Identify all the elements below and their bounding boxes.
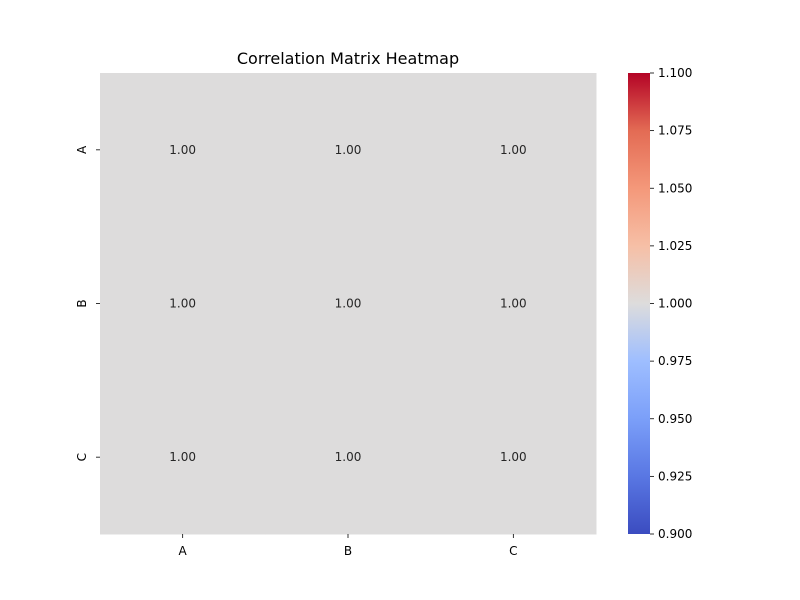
heatmap-cell [265, 226, 432, 381]
cell-value-label: 1.00 [335, 143, 362, 157]
colorbar-tick-label: 1.100 [658, 66, 692, 80]
y-tick-label: A [75, 145, 89, 154]
y-tick-label: B [75, 299, 89, 307]
colorbar-tick-label: 0.950 [658, 412, 692, 426]
colorbar-tick-label: 1.000 [658, 297, 692, 311]
x-tick-label: C [509, 544, 517, 558]
colorbar: 0.900 0.925 0.950 0.975 1.000 1.025 1.050 1.075… [628, 66, 692, 541]
heatmap-cell [430, 380, 597, 535]
heatmap-cell [265, 380, 432, 535]
colorbar-tick-label: 0.975 [658, 354, 692, 368]
heatmap-cell [100, 380, 266, 535]
colorbar-tick-label: 1.050 [658, 181, 692, 195]
y-tick-label: C [75, 453, 89, 461]
cell-value-label: 1.00 [500, 297, 527, 311]
colorbar-tick-label: 1.025 [658, 239, 692, 253]
heatmap-cell [265, 73, 432, 228]
cell-value-label: 1.00 [500, 143, 527, 157]
cell-value-label: 1.00 [335, 297, 362, 311]
colorbar-gradient [628, 73, 650, 534]
heatmap-cell [100, 73, 266, 228]
cell-value-label: 1.00 [169, 143, 196, 157]
cell-value-label: 1.00 [335, 450, 362, 464]
x-axis: A B C [179, 534, 518, 558]
cell-value-label: 1.00 [169, 450, 196, 464]
chart-title: Correlation Matrix Heatmap [237, 49, 459, 68]
y-axis: A B C [75, 145, 100, 461]
heatmap-cell [430, 73, 597, 228]
cell-value-label: 1.00 [169, 297, 196, 311]
colorbar-tick-label: 0.925 [658, 469, 692, 483]
cell-value-label: 1.00 [500, 450, 527, 464]
x-tick-label: B [344, 544, 352, 558]
heatmap-cell [430, 226, 597, 381]
heatmap-grid: 1.00 1.00 1.00 1.00 1.00 1.00 1.00 1.00 1.00 [100, 73, 597, 535]
heatmap-cell [100, 226, 266, 381]
colorbar-tick-label: 1.075 [658, 124, 692, 138]
x-tick-label: A [179, 544, 188, 558]
colorbar-tick-label: 0.900 [658, 527, 692, 541]
